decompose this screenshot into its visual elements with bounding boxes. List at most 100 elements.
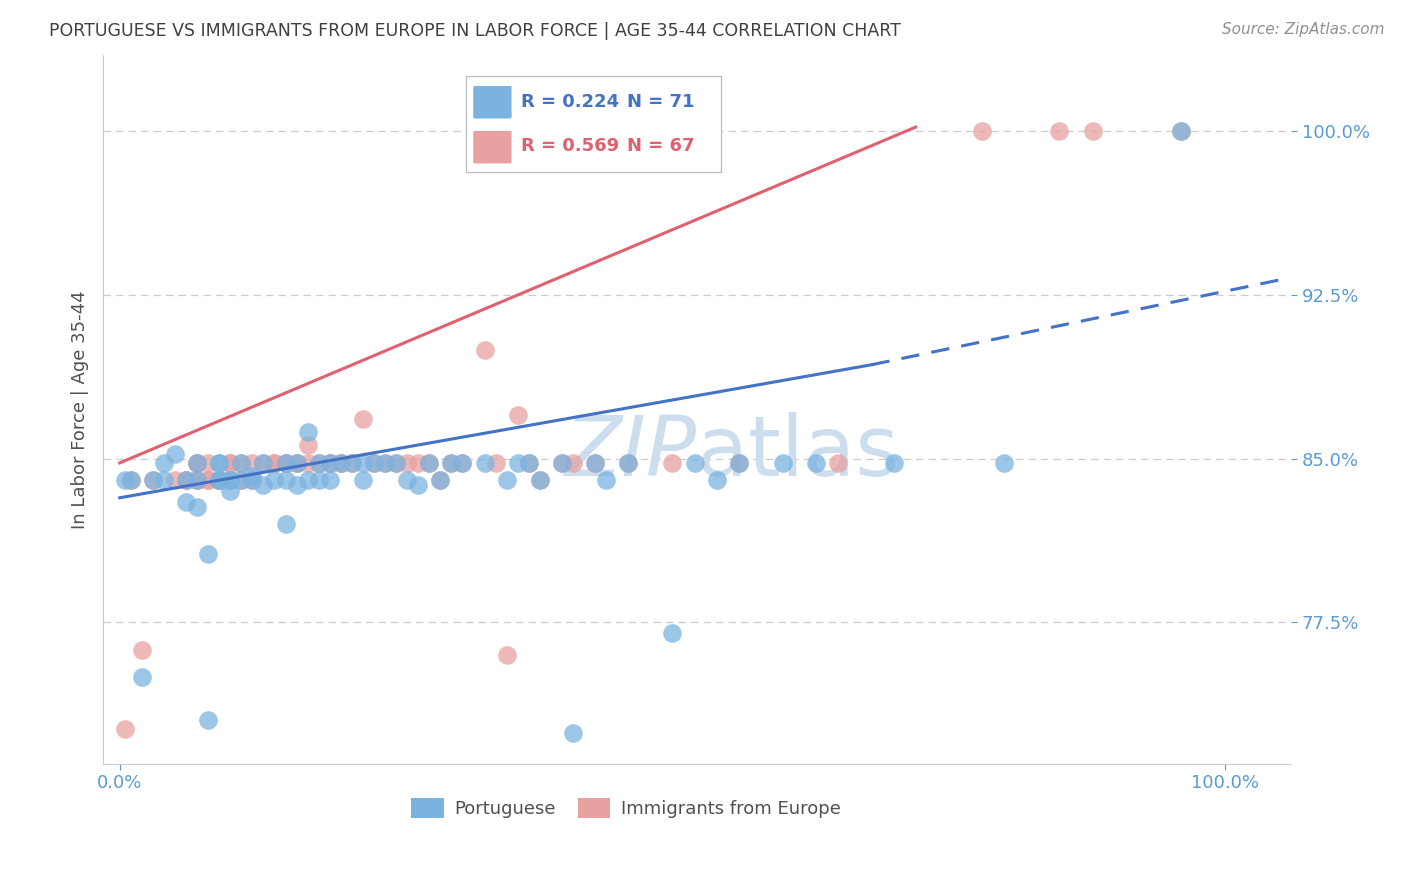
- Text: ZIP: ZIP: [565, 411, 697, 492]
- Point: [186, 456, 208, 470]
- Point: [1170, 124, 1192, 138]
- Point: [772, 456, 794, 470]
- Point: [174, 495, 197, 509]
- Point: [219, 484, 242, 499]
- Point: [186, 474, 208, 488]
- Point: [319, 456, 342, 470]
- Point: [440, 456, 463, 470]
- Point: [1081, 124, 1104, 138]
- Point: [297, 425, 319, 440]
- Point: [197, 713, 219, 727]
- Point: [340, 456, 363, 470]
- Point: [174, 474, 197, 488]
- Point: [240, 456, 263, 470]
- Point: [120, 474, 142, 488]
- Point: [319, 456, 342, 470]
- Point: [252, 456, 274, 470]
- Point: [186, 474, 208, 488]
- Point: [308, 474, 330, 488]
- Point: [219, 474, 242, 488]
- Point: [706, 474, 728, 488]
- Point: [208, 474, 231, 488]
- Point: [131, 670, 153, 684]
- Point: [208, 474, 231, 488]
- Point: [186, 456, 208, 470]
- Point: [163, 447, 186, 461]
- Point: [583, 456, 606, 470]
- Point: [308, 456, 330, 470]
- Point: [562, 456, 585, 470]
- Legend: Portuguese, Immigrants from Europe: Portuguese, Immigrants from Europe: [404, 790, 848, 826]
- Text: PORTUGUESE VS IMMIGRANTS FROM EUROPE IN LABOR FORCE | AGE 35-44 CORRELATION CHAR: PORTUGUESE VS IMMIGRANTS FROM EUROPE IN …: [49, 22, 901, 40]
- Point: [661, 626, 683, 640]
- Point: [231, 474, 253, 488]
- Point: [297, 474, 319, 488]
- Point: [297, 438, 319, 452]
- Point: [208, 456, 231, 470]
- Point: [551, 456, 574, 470]
- Point: [374, 456, 396, 470]
- Point: [727, 456, 749, 470]
- Point: [583, 456, 606, 470]
- Point: [352, 474, 374, 488]
- Point: [208, 474, 231, 488]
- Point: [263, 456, 285, 470]
- Point: [219, 474, 242, 488]
- Point: [319, 456, 342, 470]
- Point: [406, 477, 429, 491]
- Point: [970, 124, 993, 138]
- Point: [219, 474, 242, 488]
- Point: [562, 726, 585, 740]
- Point: [174, 474, 197, 488]
- Point: [274, 474, 297, 488]
- Point: [274, 456, 297, 470]
- Point: [219, 456, 242, 470]
- Text: Source: ZipAtlas.com: Source: ZipAtlas.com: [1222, 22, 1385, 37]
- Point: [274, 516, 297, 531]
- Point: [883, 456, 905, 470]
- Text: atlas: atlas: [697, 411, 898, 492]
- Point: [114, 474, 136, 488]
- Point: [1170, 124, 1192, 138]
- Point: [329, 456, 352, 470]
- Point: [240, 474, 263, 488]
- Point: [661, 456, 683, 470]
- Point: [240, 469, 263, 483]
- Point: [352, 412, 374, 426]
- Point: [186, 500, 208, 514]
- Point: [617, 456, 640, 470]
- Point: [274, 456, 297, 470]
- Point: [683, 456, 706, 470]
- Point: [208, 456, 231, 470]
- Point: [451, 456, 474, 470]
- Point: [484, 456, 506, 470]
- Point: [231, 456, 253, 470]
- Point: [418, 456, 440, 470]
- Point: [617, 456, 640, 470]
- Point: [506, 408, 529, 422]
- Point: [418, 456, 440, 470]
- Point: [993, 456, 1015, 470]
- Point: [474, 456, 496, 470]
- Point: [506, 456, 529, 470]
- Point: [231, 474, 253, 488]
- Point: [319, 474, 342, 488]
- Point: [197, 474, 219, 488]
- Point: [114, 722, 136, 736]
- Point: [551, 456, 574, 470]
- Point: [285, 456, 308, 470]
- Point: [529, 474, 551, 488]
- Point: [219, 456, 242, 470]
- Point: [474, 343, 496, 357]
- Point: [131, 643, 153, 657]
- Point: [827, 456, 849, 470]
- Point: [374, 456, 396, 470]
- Point: [517, 456, 540, 470]
- Point: [429, 474, 451, 488]
- Point: [329, 456, 352, 470]
- Point: [142, 474, 165, 488]
- Point: [252, 456, 274, 470]
- Point: [363, 456, 385, 470]
- Point: [231, 456, 253, 470]
- Point: [595, 474, 617, 488]
